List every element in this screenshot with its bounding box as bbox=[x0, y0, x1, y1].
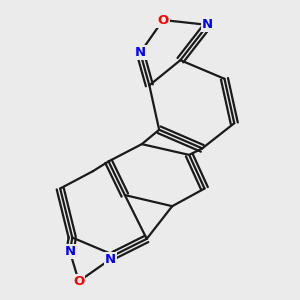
Text: N: N bbox=[64, 245, 76, 258]
Text: N: N bbox=[135, 46, 146, 59]
Text: N: N bbox=[202, 18, 213, 32]
Text: N: N bbox=[105, 253, 116, 266]
Text: O: O bbox=[73, 275, 84, 288]
Text: O: O bbox=[158, 14, 169, 26]
